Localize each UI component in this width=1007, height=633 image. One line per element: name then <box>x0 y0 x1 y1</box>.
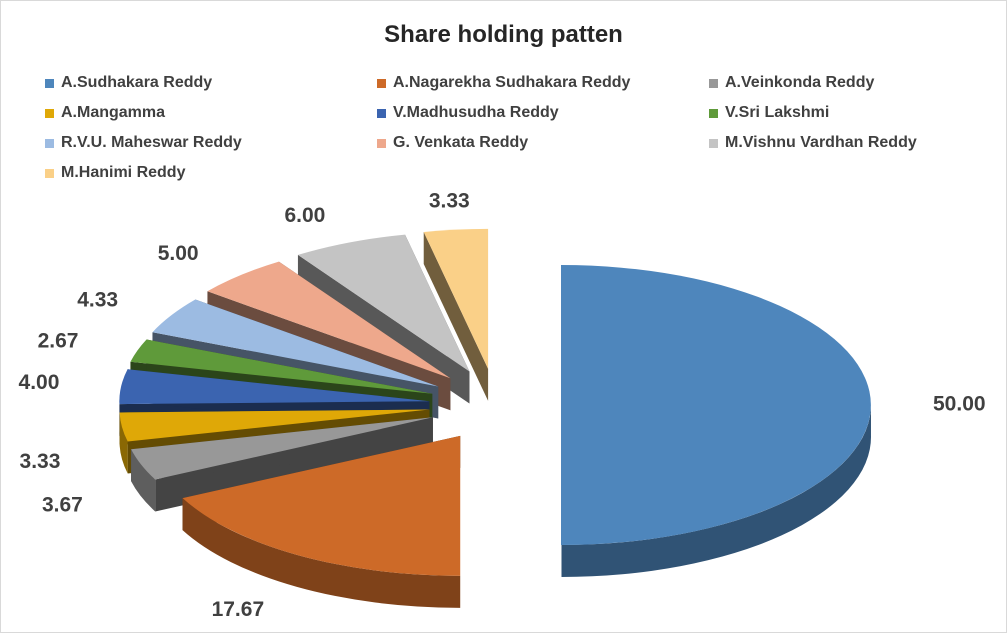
slice-top <box>131 417 433 480</box>
legend-label: R.V.U. Maheswar Reddy <box>61 134 242 151</box>
legend-swatch <box>709 138 718 148</box>
slice-top <box>119 409 430 442</box>
slice-top <box>207 261 451 379</box>
slice-top <box>130 339 433 394</box>
chart-title: Share holding patten <box>384 21 623 48</box>
pie-slice <box>423 228 489 401</box>
data-label: 4.00 <box>19 371 60 394</box>
legend-label: A.Nagarekha Sudhakara Reddy <box>393 74 631 91</box>
pie-slice <box>182 435 461 608</box>
legend-label: A.Veinkonda Reddy <box>725 74 875 91</box>
slice-outer-wall <box>119 413 128 474</box>
legend-item: A.Nagarekha Sudhakara Reddy <box>377 73 630 93</box>
legend-item: A.Veinkonda Reddy <box>709 73 874 93</box>
data-label: 50.00 <box>933 393 986 416</box>
data-label: 3.67 <box>42 494 83 517</box>
legend-item: V.Madhusudha Reddy <box>377 103 559 123</box>
data-label: 3.33 <box>429 189 470 212</box>
legend-swatch <box>377 138 386 148</box>
legend-swatch <box>709 78 718 88</box>
slice-top <box>561 265 871 545</box>
slice-top <box>152 299 439 387</box>
legend-item: G. Venkata Reddy <box>377 133 528 153</box>
slice-top <box>119 369 430 405</box>
legend-item: A.Mangamma <box>45 103 165 123</box>
legend-label: A.Mangamma <box>61 104 166 121</box>
legend-label: A.Sudhakara Reddy <box>61 74 213 91</box>
legend-item: R.V.U. Maheswar Reddy <box>45 133 242 153</box>
legend-label: M.Hanimi Reddy <box>61 164 186 181</box>
legend-item: M.Hanimi Reddy <box>45 163 185 183</box>
data-label: 6.00 <box>284 204 325 227</box>
slice-outer-wall <box>182 498 461 608</box>
legend-swatch <box>709 108 718 118</box>
legend-label: M.Vishnu Vardhan Reddy <box>725 134 917 151</box>
slice-top <box>297 234 470 372</box>
legend-label: G. Venkata Reddy <box>393 134 529 151</box>
legend-swatch <box>377 108 386 118</box>
data-label: 2.67 <box>38 329 79 352</box>
slice-top <box>423 228 489 369</box>
legend-label: V.Sri Lakshmi <box>725 104 830 121</box>
legend-item: A.Sudhakara Reddy <box>45 73 212 93</box>
legend-item: V.Sri Lakshmi <box>709 103 829 123</box>
data-label: 3.33 <box>20 450 61 473</box>
slice-side-wall <box>423 231 489 401</box>
pie-slice <box>131 417 433 512</box>
pie-slice <box>561 265 872 577</box>
legend-swatch <box>45 138 54 148</box>
legend-swatch <box>45 108 54 118</box>
legend-swatch <box>377 78 386 88</box>
slice-outer-wall <box>131 449 156 512</box>
legend-swatch <box>45 78 54 88</box>
slice-outer-wall <box>561 403 872 577</box>
legend-swatch <box>45 168 54 178</box>
data-label: 5.00 <box>158 242 199 265</box>
slice-top <box>182 435 461 576</box>
legend-item: M.Vishnu Vardhan Reddy <box>709 133 917 153</box>
data-label: 4.33 <box>77 288 118 311</box>
data-label: 17.67 <box>212 598 265 621</box>
legend-label: V.Madhusudha Reddy <box>393 104 559 121</box>
